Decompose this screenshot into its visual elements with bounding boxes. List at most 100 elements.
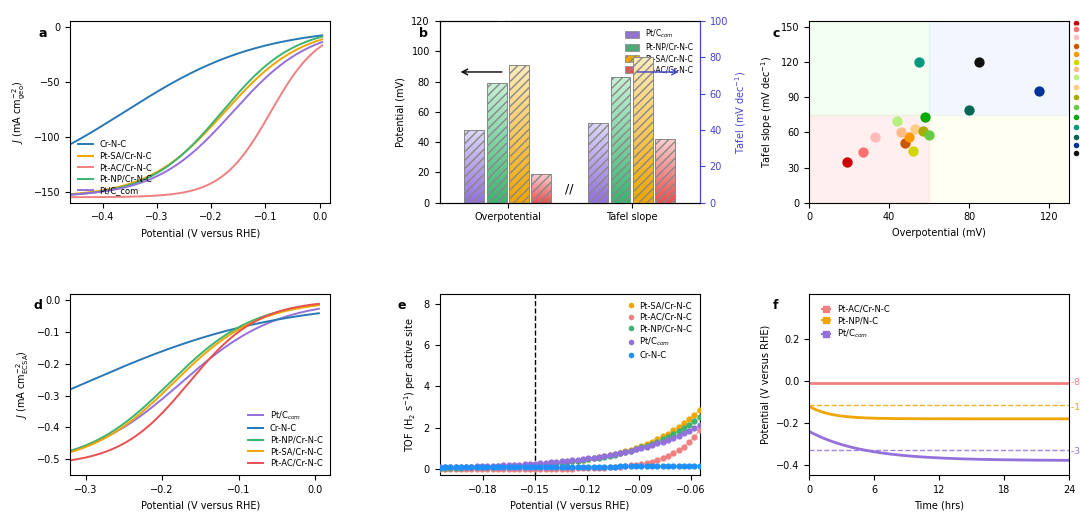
Point bbox=[600, 463, 618, 471]
Bar bbox=[487, 115, 507, 117]
Bar bbox=[509, 157, 529, 159]
Bar bbox=[589, 159, 608, 160]
Point bbox=[659, 429, 676, 438]
Bar bbox=[610, 130, 631, 131]
Point bbox=[622, 462, 639, 470]
Point bbox=[537, 460, 554, 468]
Bar bbox=[656, 174, 675, 175]
Bar bbox=[633, 183, 652, 186]
Point bbox=[591, 452, 608, 461]
Bar bbox=[610, 109, 631, 111]
Bar bbox=[633, 142, 652, 145]
Point bbox=[591, 463, 608, 471]
Bar bbox=[487, 101, 507, 103]
Bar bbox=[487, 137, 507, 139]
Point bbox=[889, 117, 906, 125]
Bar bbox=[487, 83, 507, 203]
Point bbox=[458, 464, 475, 472]
Bar bbox=[464, 197, 484, 198]
Point bbox=[680, 415, 698, 423]
Bar bbox=[633, 193, 652, 195]
Bar bbox=[656, 201, 675, 202]
Bar bbox=[656, 156, 675, 157]
Pt-AC/Cr-N-C bbox=[920, 380, 933, 386]
Bar bbox=[589, 137, 608, 139]
Bar bbox=[487, 199, 507, 201]
Point bbox=[453, 463, 470, 472]
Bar bbox=[589, 183, 608, 184]
Bar bbox=[656, 189, 675, 190]
Bar bbox=[464, 150, 484, 152]
Bar bbox=[464, 176, 484, 177]
Bar bbox=[633, 113, 652, 116]
Bar bbox=[509, 127, 529, 129]
Bar bbox=[464, 131, 484, 133]
Text: d: d bbox=[33, 299, 42, 312]
Point bbox=[670, 431, 687, 440]
Point bbox=[484, 463, 501, 472]
Bar bbox=[633, 72, 652, 74]
Point bbox=[638, 442, 656, 451]
Bar bbox=[589, 167, 608, 168]
Bar bbox=[589, 168, 608, 169]
Y-axis label: Potential (V versus RHE): Potential (V versus RHE) bbox=[760, 325, 770, 444]
Bar bbox=[656, 139, 675, 140]
Point bbox=[691, 421, 708, 429]
Point bbox=[649, 435, 666, 444]
Bar bbox=[610, 82, 631, 84]
Point bbox=[558, 458, 576, 466]
Pt-AC/Cr-N-C bbox=[956, 380, 969, 386]
Bar bbox=[589, 143, 608, 144]
Bar bbox=[589, 196, 608, 197]
Bar bbox=[464, 200, 484, 202]
X-axis label: Time (hrs): Time (hrs) bbox=[914, 501, 964, 511]
Bar bbox=[610, 176, 631, 178]
Bar bbox=[610, 180, 631, 182]
Bar bbox=[464, 167, 484, 169]
Point bbox=[478, 463, 496, 472]
Bar bbox=[656, 182, 675, 183]
Text: f: f bbox=[772, 299, 778, 312]
Bar bbox=[487, 185, 507, 187]
Point bbox=[436, 463, 454, 472]
Bar bbox=[464, 130, 484, 203]
Point bbox=[468, 463, 485, 472]
Point bbox=[453, 464, 470, 472]
Point bbox=[558, 457, 576, 465]
Bar bbox=[487, 191, 507, 193]
Pt/C$_{com}$ bbox=[998, 457, 1011, 463]
Point bbox=[638, 459, 656, 467]
Bar bbox=[509, 173, 529, 175]
Bar bbox=[589, 152, 608, 154]
Point bbox=[591, 454, 608, 462]
Point bbox=[617, 448, 634, 456]
Bar bbox=[509, 187, 529, 189]
Bar bbox=[589, 134, 608, 135]
Bar bbox=[589, 142, 608, 143]
Point bbox=[447, 465, 464, 473]
Point bbox=[633, 441, 650, 450]
Bar bbox=[487, 149, 507, 151]
Bar bbox=[589, 164, 608, 165]
Bar bbox=[656, 139, 675, 203]
Bar bbox=[509, 74, 529, 77]
Point bbox=[838, 157, 855, 166]
Bar bbox=[656, 151, 675, 152]
Bar bbox=[487, 139, 507, 141]
Text: b: b bbox=[419, 26, 428, 40]
X-axis label: Potential (V versus RHE): Potential (V versus RHE) bbox=[140, 228, 260, 238]
Point bbox=[595, 452, 612, 460]
Point bbox=[489, 465, 507, 473]
Point bbox=[904, 147, 921, 155]
Bar bbox=[610, 184, 631, 186]
Bar bbox=[656, 180, 675, 181]
Bar bbox=[656, 190, 675, 191]
Point bbox=[664, 462, 681, 470]
Bar bbox=[509, 65, 529, 203]
Bar bbox=[656, 193, 675, 194]
Pt-AC/Cr-N-C bbox=[1063, 380, 1076, 386]
Bar bbox=[610, 192, 631, 194]
Bar bbox=[610, 163, 631, 165]
Bar bbox=[509, 81, 529, 83]
Bar bbox=[464, 148, 484, 149]
